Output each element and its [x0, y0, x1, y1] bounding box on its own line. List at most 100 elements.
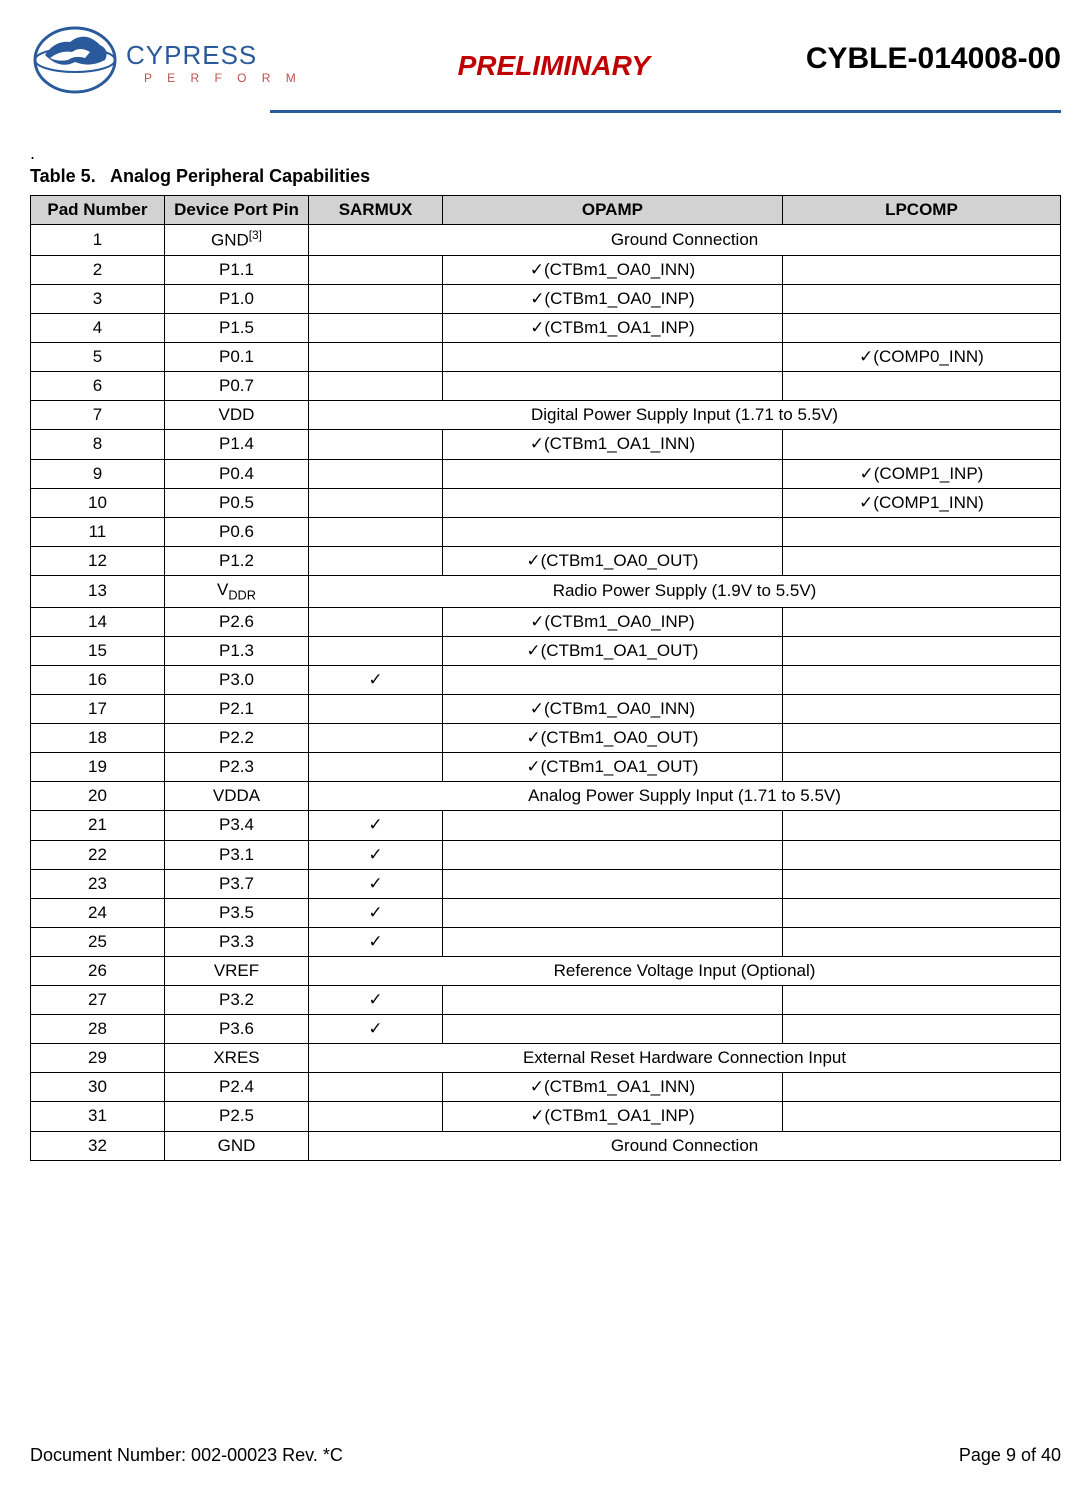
- table-row: 14P2.6 ✓(CTBm1_OA0_INP): [31, 607, 1061, 636]
- cell-opamp: [442, 372, 782, 401]
- cell-opamp: [442, 666, 782, 695]
- table-header-row: Pad Number Device Port Pin SARMUX OPAMP …: [31, 196, 1061, 225]
- cell-pad: 30: [31, 1073, 165, 1102]
- cell-pin: GND[3]: [164, 225, 308, 256]
- cell-pin: VDDA: [164, 782, 308, 811]
- table-row: 2P1.1✓(CTBm1_OA0_INN): [31, 255, 1061, 284]
- table-row: 12P1.2 ✓(CTBm1_OA0_OUT): [31, 546, 1061, 575]
- cell-opamp: ✓(CTBm1_OA0_INP): [442, 607, 782, 636]
- cell-opamp: ✓(CTBm1_OA1_INN): [442, 430, 782, 459]
- cell-sarmux: [309, 430, 443, 459]
- cell-opamp: ✓(CTBm1_OA0_INN): [442, 695, 782, 724]
- table-row: 22P3.1✓: [31, 840, 1061, 869]
- doc-number: Document Number: 002-00023 Rev. *C: [30, 1445, 343, 1466]
- table-row: 17P2.1✓(CTBm1_OA0_INN): [31, 695, 1061, 724]
- cell-pin: P3.1: [164, 840, 308, 869]
- table-row: 31P2.5✓(CTBm1_OA1_INP): [31, 1102, 1061, 1131]
- cell-pin: VREF: [164, 956, 308, 985]
- cell-pin: P2.5: [164, 1102, 308, 1131]
- cell-lpcomp: [782, 372, 1060, 401]
- cell-opamp: [442, 840, 782, 869]
- table-title: Analog Peripheral Capabilities: [110, 166, 370, 186]
- cell-opamp: [442, 869, 782, 898]
- cell-sarmux: [309, 314, 443, 343]
- cell-pad: 20: [31, 782, 165, 811]
- table-row: 28P3.6✓: [31, 1015, 1061, 1044]
- cell-sarmux: ✓: [309, 666, 443, 695]
- cell-pin: P0.4: [164, 459, 308, 488]
- cell-spanned: Radio Power Supply (1.9V to 5.5V): [309, 575, 1061, 607]
- table-row: 32GNDGround Connection: [31, 1131, 1061, 1160]
- page-number: Page 9 of 40: [959, 1445, 1061, 1466]
- cell-sarmux: [309, 255, 443, 284]
- cell-lpcomp: [782, 284, 1060, 313]
- logo-text: CYPRESS P E R F O R M: [126, 40, 302, 85]
- cell-pin: P1.4: [164, 430, 308, 459]
- cell-pin: P1.5: [164, 314, 308, 343]
- cell-lpcomp: [782, 869, 1060, 898]
- cell-pad: 29: [31, 1044, 165, 1073]
- cell-lpcomp: [782, 666, 1060, 695]
- cell-opamp: [442, 927, 782, 956]
- cell-pin: VDD: [164, 401, 308, 430]
- cell-lpcomp: [782, 1015, 1060, 1044]
- cell-pad: 4: [31, 314, 165, 343]
- col-header-sarmux: SARMUX: [309, 196, 443, 225]
- cell-pin: P2.6: [164, 607, 308, 636]
- table-row: 1GND[3]Ground Connection: [31, 225, 1061, 256]
- cell-spanned: Ground Connection: [309, 1131, 1061, 1160]
- cell-opamp: [442, 811, 782, 840]
- cell-spanned: Ground Connection: [309, 225, 1061, 256]
- cell-sarmux: [309, 372, 443, 401]
- cell-pin: P3.2: [164, 986, 308, 1015]
- cell-lpcomp: [782, 1102, 1060, 1131]
- table-row: 5P0.1✓(COMP0_INN): [31, 343, 1061, 372]
- table-row: 23P3.7✓: [31, 869, 1061, 898]
- cell-lpcomp: [782, 811, 1060, 840]
- cell-pin: P0.6: [164, 517, 308, 546]
- cell-opamp: ✓(CTBm1_OA0_OUT): [442, 546, 782, 575]
- cell-pad: 17: [31, 695, 165, 724]
- cell-opamp: [442, 986, 782, 1015]
- table-row: 6P0.7: [31, 372, 1061, 401]
- cell-pad: 27: [31, 986, 165, 1015]
- cell-opamp: ✓(CTBm1_OA1_INP): [442, 314, 782, 343]
- cell-pad: 9: [31, 459, 165, 488]
- cell-spanned: Reference Voltage Input (Optional): [309, 956, 1061, 985]
- table-row: 9P0.4 ✓(COMP1_INP): [31, 459, 1061, 488]
- page-header: CYPRESS P E R F O R M PRELIMINARY CYBLE-…: [30, 20, 1061, 100]
- cell-lpcomp: ✓(COMP1_INN): [782, 488, 1060, 517]
- cell-pin: XRES: [164, 1044, 308, 1073]
- cell-lpcomp: [782, 255, 1060, 284]
- cell-lpcomp: ✓(COMP0_INN): [782, 343, 1060, 372]
- cell-pad: 12: [31, 546, 165, 575]
- header-preliminary: PRELIMINARY: [458, 50, 650, 82]
- table-row: 29XRESExternal Reset Hardware Connection…: [31, 1044, 1061, 1073]
- cypress-logo-icon: [30, 20, 120, 100]
- table-row: 13VDDRRadio Power Supply (1.9V to 5.5V): [31, 575, 1061, 607]
- col-header-pad: Pad Number: [31, 196, 165, 225]
- cell-opamp: [442, 459, 782, 488]
- table-row: 21P3.4✓: [31, 811, 1061, 840]
- cell-opamp: [442, 343, 782, 372]
- cell-opamp: ✓(CTBm1_OA0_OUT): [442, 724, 782, 753]
- cell-lpcomp: [782, 546, 1060, 575]
- cell-pad: 28: [31, 1015, 165, 1044]
- cell-pin: P1.2: [164, 546, 308, 575]
- cell-pad: 22: [31, 840, 165, 869]
- cell-lpcomp: ✓(COMP1_INP): [782, 459, 1060, 488]
- cell-pad: 14: [31, 607, 165, 636]
- cell-lpcomp: [782, 927, 1060, 956]
- cell-pin: P3.6: [164, 1015, 308, 1044]
- capabilities-table: Pad Number Device Port Pin SARMUX OPAMP …: [30, 195, 1061, 1161]
- cell-spanned: Digital Power Supply Input (1.71 to 5.5V…: [309, 401, 1061, 430]
- cell-lpcomp: [782, 986, 1060, 1015]
- cell-pin: P3.3: [164, 927, 308, 956]
- cell-spanned: External Reset Hardware Connection Input: [309, 1044, 1061, 1073]
- cell-sarmux: [309, 753, 443, 782]
- cell-pin: P2.4: [164, 1073, 308, 1102]
- cell-sarmux: ✓: [309, 1015, 443, 1044]
- cell-sarmux: ✓: [309, 898, 443, 927]
- cell-pad: 25: [31, 927, 165, 956]
- cell-opamp: ✓(CTBm1_OA1_OUT): [442, 753, 782, 782]
